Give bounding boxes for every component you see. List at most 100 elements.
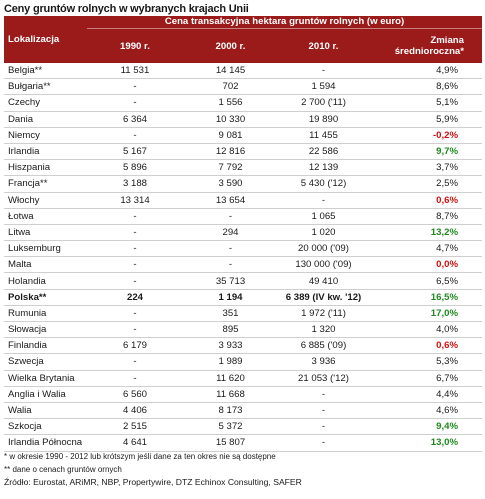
country-cell: Irlandia Północna [4,434,87,452]
value-2010-cell: 12 139 [278,159,369,177]
value-2010-cell: 49 410 [278,272,369,290]
annual-change-cell: 0,6% [369,337,482,355]
value-2010-cell: - [278,63,369,80]
value-2000-cell: 895 [183,321,278,339]
country-cell: Wielka Brytania [4,370,87,387]
value-1990-cell: - [87,353,183,371]
value-2000-cell: - [183,240,278,258]
value-2000-cell: 1 556 [183,94,278,112]
table-row: Szwecja -1 989 3 936 5,3% [4,353,482,371]
header-2000: 2000 r. [183,28,278,63]
value-1990-cell: - [87,224,183,242]
value-1990-cell: - [87,321,183,339]
table-row: Łotwa - -1 065 8,7% [4,208,482,225]
header-1990: 1990 r. [87,28,183,63]
value-2000-cell: 15 807 [183,434,278,452]
country-cell: Belgia** [4,63,87,80]
country-cell: Szwecja [4,353,87,371]
value-2000-cell: 294 [183,224,278,242]
table-header: Lokalizacja Cena transakcyjna hektara gr… [4,16,482,63]
value-1990-cell: 5 896 [87,159,183,177]
annual-change-cell: 5,1% [369,94,482,112]
annual-change-cell: 17,0% [369,305,482,323]
country-cell: Dania [4,111,87,128]
table-row: Malta - -130 000 ('09) 0,0% [4,256,482,274]
value-2000-cell: 8 173 [183,402,278,420]
table-row: Dania 6 364 10 330 19 890 5,9% [4,111,482,128]
annual-change-cell: 0,6% [369,192,482,209]
value-2000-cell: - [183,256,278,274]
value-2010-cell: 19 890 [278,111,369,128]
country-cell: Holandia [4,272,87,290]
country-cell: Hiszpania [4,159,87,177]
value-2010-cell: 3 936 [278,353,369,371]
value-2000-cell: 1 989 [183,353,278,371]
land-price-table: Lokalizacja Cena transakcyjna hektara gr… [4,16,482,452]
value-1990-cell: 6 364 [87,111,183,128]
annual-change-cell: 16,5% [369,289,482,306]
value-1990-cell: 13 314 [87,192,183,209]
value-2010-cell: - [278,434,369,452]
country-cell: Litwa [4,224,87,242]
annual-change-cell: 6,7% [369,370,482,387]
annual-change-cell: 9,7% [369,143,482,161]
value-2000-cell: 11 668 [183,386,278,403]
value-1990-cell: 6 560 [87,386,183,403]
value-2000-cell: 351 [183,305,278,323]
value-1990-cell: - [87,208,183,225]
annual-change-cell: 3,7% [369,159,482,177]
table-row: Słowacja -895 1 320 4,0% [4,321,482,339]
country-cell: Polska** [4,289,87,306]
value-2010-cell: - [278,192,369,209]
annual-change-cell: 4,4% [369,386,482,403]
table-row: Bułgaria** -702 1 594 8,6% [4,78,482,96]
value-1990-cell: 6 179 [87,337,183,355]
table-row: Polska** 224 1 194 6 389 (IV kw. '12) 16,5% [4,289,482,306]
annual-change-cell: 6,5% [369,272,482,290]
value-1990-cell: 4 406 [87,402,183,420]
table-title: Ceny gruntów rolnych w wybranych krajach… [4,3,249,15]
source-note: Źródło: Eurostat, ARiMR, NBP, Propertywi… [4,477,302,487]
country-cell: Niemcy [4,127,87,144]
table-row: Szkocja 2 515 5 372-9,4% [4,418,482,436]
table-body: Belgia** 11 531 14 145-4,9% Bułgaria** -702 1… [4,63,482,452]
table-row: Luksemburg - -20 000 ('09) 4,7% [4,240,482,258]
value-2000-cell: 11 620 [183,370,278,387]
value-2010-cell: - [278,402,369,420]
country-cell: Irlandia [4,143,87,161]
value-2000-cell: 3 933 [183,337,278,355]
country-cell: Rumunia [4,305,87,323]
country-cell: Słowacja [4,321,87,339]
value-1990-cell: 224 [87,289,183,306]
value-1990-cell: 5 167 [87,143,183,161]
value-2010-cell: - [278,418,369,436]
value-2010-cell: 20 000 ('09) [278,240,369,258]
header-2010: 2010 r. [278,28,369,63]
table-row: Finlandia 6 179 3 933 6 885 ('09) 0,6% [4,337,482,355]
value-1990-cell: - [87,370,183,387]
value-2000-cell: 9 081 [183,127,278,144]
table-row: Hiszpania 5 896 7 792 12 139 3,7% [4,159,482,177]
table-row: Irlandia Północna 4 641 15 807-13,0% [4,434,482,452]
value-2010-cell: 6 389 (IV kw. '12) [278,289,369,306]
country-cell: Francja** [4,175,87,193]
table-row: Irlandia 5 167 12 816 22 586 9,7% [4,143,482,161]
annual-change-cell: 4,9% [369,63,482,80]
annual-change-cell: 5,9% [369,111,482,128]
value-2000-cell: 14 145 [183,63,278,80]
country-cell: Łotwa [4,208,87,225]
annual-change-cell: 5,3% [369,353,482,371]
value-1990-cell: 3 188 [87,175,183,193]
header-location: Lokalizacja [4,16,87,63]
value-2010-cell: 1 320 [278,321,369,339]
annual-change-cell: 4,7% [369,240,482,258]
table-row: Belgia** 11 531 14 145-4,9% [4,63,482,80]
value-2010-cell: 6 885 ('09) [278,337,369,355]
annual-change-cell: 13,2% [369,224,482,242]
value-2010-cell: 1 065 [278,208,369,225]
value-2000-cell: 7 792 [183,159,278,177]
value-1990-cell: 2 515 [87,418,183,436]
value-2010-cell: 22 586 [278,143,369,161]
footnote-arable: ** dane o cenach gruntów ornych [4,465,122,474]
